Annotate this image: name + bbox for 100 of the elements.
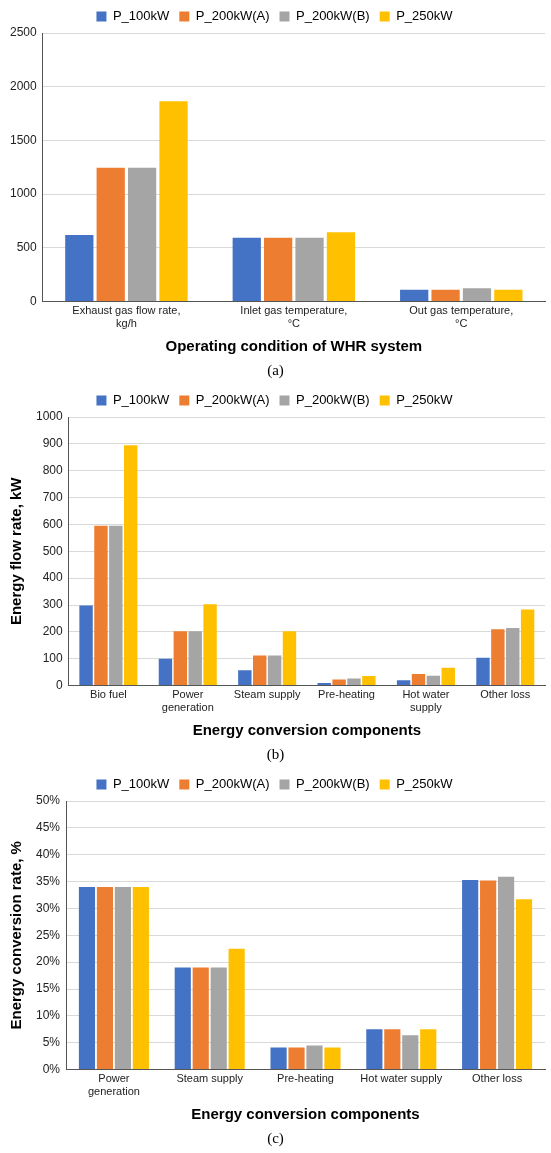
bar	[65, 234, 94, 302]
x-tick-label: Steam supply	[233, 688, 301, 701]
legend-label: P_250kW	[396, 776, 454, 792]
x-tick-label: Pre-heating	[277, 1072, 334, 1085]
bar	[480, 880, 497, 1070]
bar	[306, 1045, 323, 1070]
bar	[114, 886, 131, 1070]
bar	[79, 605, 93, 686]
bar	[402, 1035, 419, 1070]
y-tick-label: 600	[42, 516, 64, 531]
y-tick-label: 0	[56, 677, 64, 692]
y-tick-label: 25%	[35, 927, 61, 942]
bar	[174, 967, 191, 1070]
bar	[441, 667, 455, 686]
bar	[347, 678, 361, 686]
x-tick-label: Other loss	[480, 688, 531, 701]
bar	[506, 628, 520, 686]
y-tick-label: 2500	[9, 25, 38, 40]
legend-label: P_100kW	[112, 392, 171, 408]
y-tick-label: 45%	[35, 820, 61, 835]
bar	[96, 886, 114, 1070]
y-tick-label: 0%	[42, 1061, 61, 1076]
legend-label: P_200kW(A)	[195, 776, 270, 792]
bar	[94, 525, 108, 686]
x-axis-title: Energy conversion components	[191, 1105, 420, 1123]
y-tick-label: 2000	[9, 79, 38, 94]
legend-label: P_200kW(B)	[296, 392, 370, 408]
bar	[124, 445, 138, 686]
bar	[384, 1029, 401, 1070]
y-tick-label: 0	[30, 293, 38, 308]
x-tick-label: Hot water supply	[402, 688, 450, 714]
y-tick-label: 40%	[35, 847, 61, 862]
bar	[431, 289, 460, 302]
bar	[264, 237, 293, 302]
bar	[295, 237, 324, 302]
bar	[324, 1047, 341, 1070]
bar	[420, 1029, 437, 1070]
legend-label: P_250kW	[396, 8, 454, 24]
bar	[127, 167, 157, 302]
x-tick-label: Out gas temperature, °C	[409, 304, 514, 330]
bar	[491, 629, 505, 686]
bar	[426, 675, 441, 686]
x-tick-label: Steam supply	[176, 1072, 244, 1085]
bar	[96, 167, 125, 302]
bar	[317, 682, 331, 686]
legend-label: P_200kW(A)	[195, 392, 270, 408]
bar	[109, 525, 123, 686]
bar	[78, 886, 96, 1070]
x-tick-label: Other loss	[472, 1072, 523, 1085]
y-tick-label: 300	[42, 597, 64, 612]
bar	[366, 1029, 383, 1070]
bar	[411, 674, 426, 686]
y-tick-label: 100	[42, 651, 64, 666]
y-tick-label: 500	[16, 240, 38, 255]
y-tick-label: 400	[42, 570, 64, 585]
bar	[188, 631, 202, 686]
y-tick-label: 15%	[35, 981, 61, 996]
bar	[515, 899, 533, 1070]
bar	[158, 658, 173, 686]
text: (b)	[265, 745, 286, 764]
legend-label: P_200kW(B)	[296, 776, 370, 792]
y-tick-label: 10%	[35, 1008, 61, 1023]
x-tick-label: Pre-heating	[318, 688, 375, 701]
bar	[210, 967, 227, 1070]
bar	[462, 879, 479, 1070]
bar	[228, 948, 245, 1070]
x-tick-label: Power generation	[87, 1072, 140, 1098]
bar	[326, 232, 356, 302]
y-tick-label: 5%	[42, 1035, 61, 1050]
y-tick-label: 35%	[35, 873, 61, 888]
bar	[476, 657, 490, 686]
x-tick-label: Exhaust gas flow rate, kg/h	[72, 304, 181, 330]
bar	[282, 631, 297, 686]
x-tick-label: Inlet gas temperature, °C	[240, 304, 348, 330]
y-axis-title: Energy flow rate, kW	[7, 476, 25, 626]
y-tick-label: 50%	[35, 793, 61, 808]
bar	[400, 289, 429, 302]
bar	[267, 655, 282, 686]
bar	[159, 101, 188, 302]
legend-label: P_200kW(A)	[195, 8, 270, 24]
x-axis-title: Energy conversion components	[192, 721, 422, 739]
bar	[362, 675, 376, 686]
bar	[173, 631, 188, 686]
bar	[270, 1047, 287, 1070]
legend-label: P_100kW	[112, 8, 171, 24]
bar	[192, 967, 209, 1070]
y-tick-label: 1000	[35, 409, 64, 424]
y-tick-label: 1500	[9, 132, 38, 147]
x-tick-label: Bio fuel	[90, 688, 127, 701]
y-tick-label: 30%	[35, 900, 61, 915]
bar	[494, 289, 523, 302]
x-tick-label: Hot water supply	[360, 1072, 443, 1085]
y-tick-label: 200	[42, 624, 64, 639]
y-tick-label: 1000	[9, 186, 38, 201]
y-tick-label: 20%	[35, 954, 61, 969]
y-tick-label: 500	[42, 543, 64, 558]
text: (c)	[266, 1129, 285, 1148]
bar	[132, 886, 149, 1070]
x-axis-title: Operating condition of WHR system	[165, 337, 423, 355]
bar	[238, 670, 252, 686]
